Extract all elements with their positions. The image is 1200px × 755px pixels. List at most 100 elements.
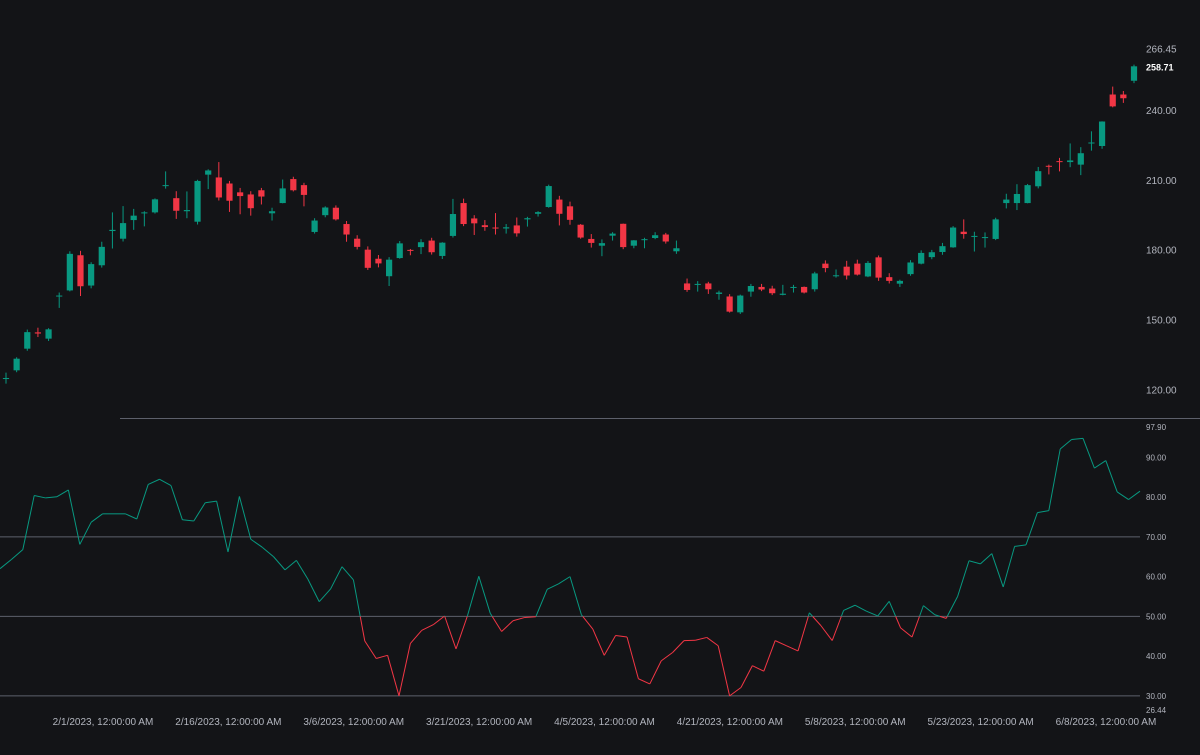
rsi-line-segment xyxy=(616,635,627,637)
candle-body xyxy=(641,239,647,240)
rsi-line-segment xyxy=(125,514,136,519)
candle-body xyxy=(673,248,679,251)
candle-body xyxy=(343,224,349,234)
rsi-line-segment xyxy=(137,484,148,519)
rsi-line-segment xyxy=(274,557,285,570)
candle-body xyxy=(556,200,562,214)
candle-body xyxy=(258,190,264,196)
rsi-line-segment xyxy=(969,561,980,564)
rsi-line-segment xyxy=(23,496,34,550)
candle-body xyxy=(67,254,73,291)
candle-body xyxy=(705,283,711,289)
rsi-line-segment xyxy=(980,554,991,564)
rsi-line-segment xyxy=(171,486,182,520)
rsi-tick-label: 60.00 xyxy=(1146,573,1167,582)
candle-body xyxy=(684,283,690,290)
rsi-line-segment xyxy=(194,503,205,521)
rsi-line-segment xyxy=(68,490,79,544)
rsi-line-segment xyxy=(813,616,821,625)
time-tick-label: 5/23/2023, 12:00:00 AM xyxy=(928,717,1034,728)
candle-body xyxy=(535,212,541,214)
candle-body xyxy=(907,262,913,274)
candle-body xyxy=(524,218,530,219)
rsi-line-segment xyxy=(1129,491,1140,499)
candle-body xyxy=(1110,95,1116,107)
rsi-line-segment xyxy=(650,661,661,684)
candle-body xyxy=(631,240,637,245)
candle-body xyxy=(599,243,605,246)
candle-body xyxy=(865,263,871,277)
rsi-line-segment xyxy=(638,679,649,684)
rsi-line-segment xyxy=(547,584,558,590)
rsi-line-segment xyxy=(570,577,581,615)
candle-body xyxy=(758,287,764,290)
candle-body xyxy=(173,198,179,211)
candle-body xyxy=(312,221,318,232)
candle-body xyxy=(184,210,190,211)
candle-body xyxy=(407,250,413,251)
candle-body xyxy=(876,257,882,277)
candle-body xyxy=(35,332,41,333)
candle-body xyxy=(1024,185,1030,203)
candle-body xyxy=(109,230,115,231)
rsi-tick-label: 90.00 xyxy=(1146,453,1167,462)
time-tick-label: 3/21/2023, 12:00:00 AM xyxy=(426,717,532,728)
candle-body xyxy=(1131,66,1137,80)
candle-body xyxy=(588,239,594,243)
candle-body xyxy=(780,294,786,295)
rsi-line-segment xyxy=(787,646,798,651)
candle-body xyxy=(269,211,275,213)
rsi-line-segment xyxy=(11,550,22,560)
rsi-line-segment xyxy=(376,655,387,658)
candle-body xyxy=(993,219,999,239)
rsi-line-segment xyxy=(1117,492,1128,500)
rsi-line-segment xyxy=(285,560,296,570)
candle-body xyxy=(216,177,222,197)
price-tick-label: 120.00 xyxy=(1146,385,1177,396)
candle-body xyxy=(290,179,296,190)
candle-body xyxy=(652,235,658,238)
candle-body xyxy=(961,232,967,234)
rsi-line-segment xyxy=(661,653,672,661)
candle-body xyxy=(1035,171,1041,186)
rsi-line-segment xyxy=(331,567,342,589)
rsi-line-segment xyxy=(889,601,895,616)
candle-body xyxy=(939,246,945,252)
candle-body xyxy=(886,277,892,281)
rsi-line-segment xyxy=(399,643,410,695)
rsi-line-segment xyxy=(1072,438,1083,439)
candle-body xyxy=(429,241,435,253)
rsi-line-segment xyxy=(707,637,718,645)
candle-body xyxy=(727,296,733,311)
rsi-line-segment xyxy=(752,666,763,672)
rsi-line-segment xyxy=(492,616,501,631)
time-tick-label: 2/1/2023, 12:00:00 AM xyxy=(53,717,154,728)
candle-body xyxy=(897,281,903,284)
rsi-line-segment xyxy=(923,606,934,615)
time-tick-label: 4/21/2023, 12:00:00 AM xyxy=(677,717,783,728)
rsi-line-segment xyxy=(775,641,786,646)
candle-body xyxy=(609,234,615,236)
candle-body xyxy=(950,228,956,248)
candle-body xyxy=(397,243,403,258)
candle-body xyxy=(1003,200,1009,203)
rsi-line-segment xyxy=(855,605,866,611)
candle-body xyxy=(663,235,669,242)
rsi-line-segment xyxy=(433,616,444,624)
candle-body xyxy=(88,264,94,285)
candle-body xyxy=(1056,161,1062,162)
candle-body xyxy=(450,214,456,236)
rsi-line-segment xyxy=(559,577,570,584)
candle-body xyxy=(3,378,9,379)
candle-body xyxy=(237,192,243,196)
candle-body xyxy=(1088,142,1094,143)
candle-body xyxy=(248,194,254,208)
candle-body xyxy=(695,284,701,285)
candle-body xyxy=(24,332,30,349)
candle-body xyxy=(578,225,584,238)
rsi-line-segment xyxy=(205,501,216,503)
rsi-tick-label: 40.00 xyxy=(1146,652,1167,661)
candle-body xyxy=(386,260,392,277)
rsi-line-segment xyxy=(536,589,547,616)
rsi-line-segment xyxy=(958,561,969,597)
